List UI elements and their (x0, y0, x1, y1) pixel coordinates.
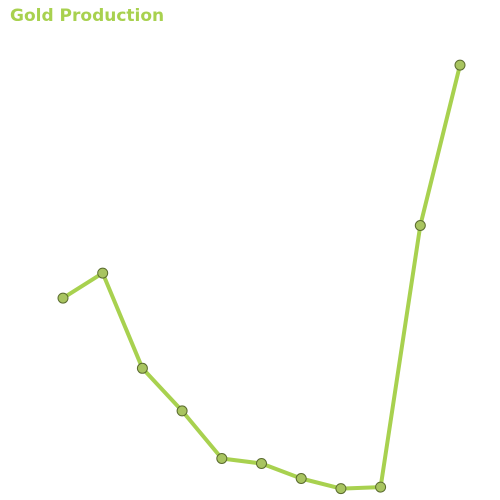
data-point[interactable] (256, 458, 267, 469)
data-point[interactable] (295, 473, 307, 484)
data-point[interactable] (375, 481, 387, 493)
data-point[interactable] (335, 483, 347, 495)
data-point[interactable] (216, 453, 228, 464)
chart-title: Gold Production (10, 6, 165, 26)
data-point[interactable] (57, 292, 69, 304)
data-point[interactable] (136, 362, 148, 374)
data-point[interactable] (414, 220, 426, 231)
data-point[interactable] (176, 405, 188, 417)
series-line (61, 63, 462, 491)
data-point[interactable] (454, 59, 466, 71)
data-point[interactable] (97, 267, 109, 279)
